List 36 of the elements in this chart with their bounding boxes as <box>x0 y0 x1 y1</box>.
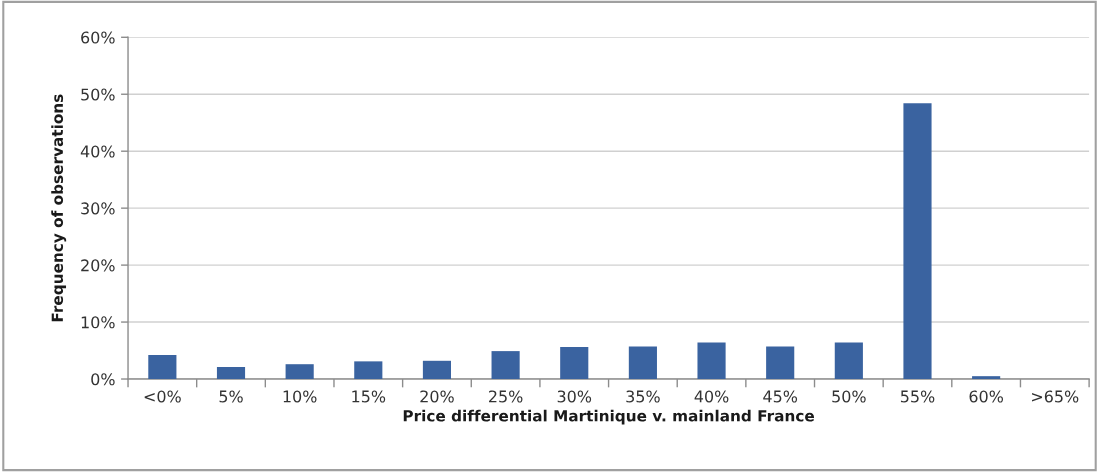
bar <box>285 364 314 380</box>
bar <box>697 342 726 380</box>
bar <box>422 360 452 380</box>
bar <box>148 355 177 380</box>
bar <box>972 376 1001 380</box>
bar <box>903 103 932 380</box>
x-tick-label: 10% <box>283 390 317 403</box>
y-tick-label: 60% <box>81 31 115 44</box>
x-tick-label: 45% <box>763 390 798 403</box>
y-tick-label: 10% <box>81 316 115 329</box>
y-tick-label: 0% <box>91 373 115 386</box>
bar <box>560 347 589 380</box>
x-tick-label: 35% <box>626 390 660 403</box>
y-tick-label: 20% <box>81 259 115 272</box>
x-tick-label: 20% <box>420 390 454 403</box>
y-tick-label: 30% <box>81 202 115 215</box>
x-axis-title: Price differential Martinique v. mainland France <box>403 409 815 425</box>
bar <box>354 361 383 380</box>
x-tick-label: 25% <box>489 390 523 403</box>
x-tick-label: 40% <box>694 390 729 403</box>
y-tick-label: 50% <box>81 88 115 101</box>
bar <box>216 367 246 380</box>
x-tick-label: <0% <box>144 390 181 403</box>
x-tick-label: 50% <box>832 390 866 403</box>
x-tick-label: >65% <box>1032 390 1079 403</box>
x-tick-label: 5% <box>219 390 243 403</box>
y-tick-label: 40% <box>80 145 115 158</box>
bar <box>628 346 657 380</box>
bar <box>766 346 795 380</box>
bar <box>491 351 520 380</box>
x-tick-label: 55% <box>900 390 935 403</box>
x-tick-label: 60% <box>969 390 1004 403</box>
y-axis-title: Frequency of observations <box>51 94 67 322</box>
x-tick-label: 15% <box>352 390 386 403</box>
bar <box>834 342 863 380</box>
x-tick-label: 30% <box>557 390 592 403</box>
